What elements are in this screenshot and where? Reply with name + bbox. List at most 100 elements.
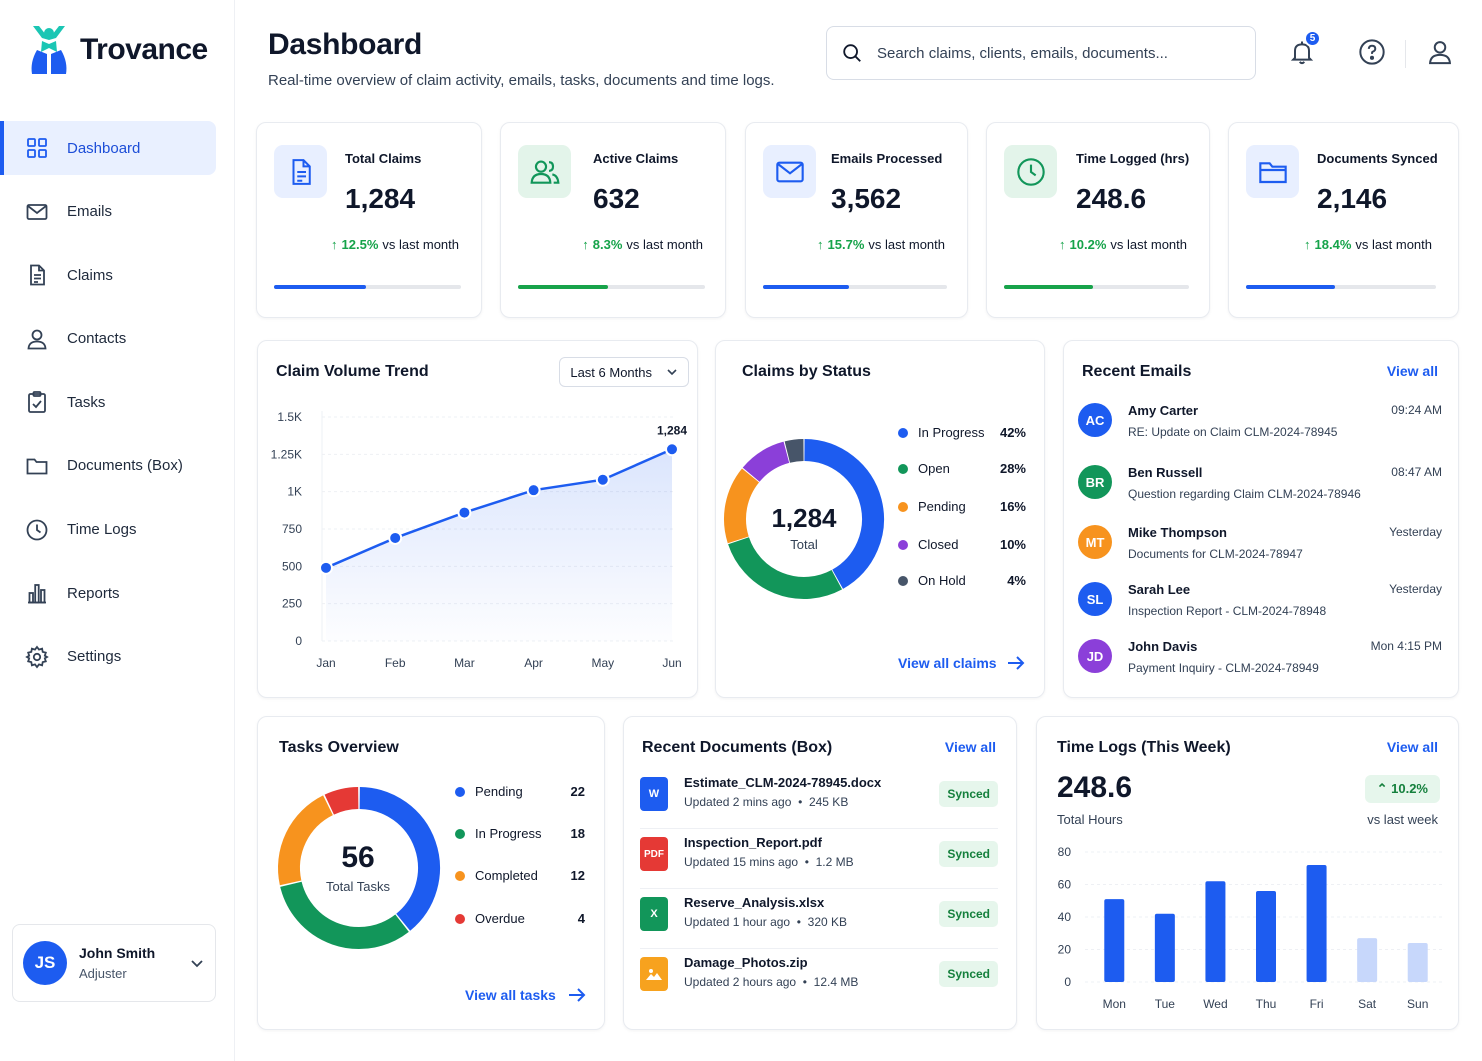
donut-slice[interactable] [278,795,334,886]
data-point[interactable] [319,560,333,575]
kpi-card-time-logged[interactable]: Time Logged (hrs) 248.6 ↑ 10.2% vs last mo… [986,122,1210,318]
bar[interactable] [1104,899,1125,982]
sidebar-item-settings[interactable]: Settings [0,630,235,684]
legend-label: Closed [918,537,959,552]
brand-logo[interactable]: Trovance [28,24,208,76]
x-tick-label: Feb [385,656,406,670]
legend-item: In Progress 42% [898,425,1026,440]
kpi-icon-box [274,145,327,198]
donut-slice[interactable] [280,881,409,949]
brand-name: Trovance [80,33,208,66]
sidebar-nav: Dashboard Emails Claims Contacts Tasks D… [0,121,235,693]
kpi-card-emails-processed[interactable]: Emails Processed 3,562 ↑ 15.7% vs last mon… [745,122,968,318]
bar[interactable] [1306,865,1327,982]
legend-swatch [898,575,908,586]
bell-icon [1290,41,1314,65]
email-list-item[interactable]: MT Mike Thompson Documents for CLM-2024-… [1078,523,1442,579]
header-divider [1405,40,1406,68]
chevron-up-icon: ⌃ [1376,781,1388,796]
x-tick-label: Wed [1203,997,1227,1011]
kpi-card-documents-synced[interactable]: Documents Synced 2,146 ↑ 18.4% vs last mon… [1228,122,1459,318]
range-dropdown[interactable]: Last 6 Months [559,357,689,387]
document-list-item[interactable]: PDF Inspection_Report.pdf Updated 15 min… [640,829,998,889]
claim-volume-trend-card: Claim Volume Trend Last 6 Months 0 250 500… [257,340,698,698]
kpi-card-total-claims[interactable]: Total Claims 1,284 ↑ 12.5% vs last month [256,122,482,318]
bar[interactable] [1357,938,1378,982]
sidebar-item-dashboard[interactable]: Dashboard [0,121,216,175]
email-list-item[interactable]: JD John Davis Payment Inquiry - CLM-2024… [1078,637,1442,693]
donut-slice[interactable] [784,439,804,463]
email-list-item[interactable]: AC Amy Carter RE: Update on Claim CLM-20… [1078,401,1442,457]
bar[interactable] [1205,881,1226,982]
kpi-card-active-claims[interactable]: Active Claims 632 ↑ 8.3% vs last month [500,122,726,318]
sidebar-item-claims[interactable]: Claims [0,248,235,302]
chevron-down-icon[interactable] [189,955,205,971]
trend-badge-caption: vs last week [1367,812,1438,827]
data-point[interactable] [665,442,679,457]
email-list-item[interactable]: BR Ben Russell Question regarding Claim … [1078,463,1442,519]
view-all-claims-link[interactable]: View all claims [898,655,1025,671]
help-button[interactable] [1356,36,1388,68]
user-profile-card[interactable]: JS John Smith Adjuster [12,924,216,1002]
kpi-value: 632 [593,183,640,214]
document-name: Estimate_CLM-2024-78945.docx [684,775,882,790]
document-list-item[interactable]: Damage_Photos.zip Updated 2 hours ago • … [640,949,998,1009]
legend-item: Overdue 4 [455,911,585,926]
sidebar-item-time-logs[interactable]: Time Logs [0,503,235,557]
sidebar-item-label: Tasks [67,393,106,411]
donut-slice[interactable] [742,441,790,483]
sidebar-item-emails[interactable]: Emails [0,185,235,239]
donut-slice[interactable] [724,468,760,544]
donut-slice[interactable] [804,439,884,589]
card-title: Claim Volume Trend [276,363,429,380]
document-list-item[interactable]: W Estimate_CLM-2024-78945.docx Updated 2… [640,769,998,829]
search-input[interactable] [877,44,1207,62]
document-name: Damage_Photos.zip [684,955,808,970]
tasks-overview-card: Tasks Overview 56 Total Tasks Pending 22 I… [257,716,605,1030]
data-point[interactable] [457,505,472,520]
donut-total-label: Total [790,537,818,552]
data-point[interactable] [526,483,541,498]
data-point[interactable] [595,472,610,487]
donut-slice[interactable] [359,787,440,931]
email-time: Yesterday [1389,525,1442,539]
sidebar-item-contacts[interactable]: Contacts [0,312,235,366]
bar[interactable] [1154,913,1175,982]
legend-item: On Hold 4% [898,573,1026,588]
claims-by-status-card: Claims by Status 1,284 Total In Progress… [715,340,1045,698]
logo-mark-icon [31,26,67,74]
image-file-icon [640,957,668,991]
bar[interactable] [1407,943,1428,982]
data-point[interactable] [388,530,403,545]
donut-slice[interactable] [324,787,359,815]
kpi-progress-bar [274,285,461,289]
kpi-label: Time Logged (hrs) [1076,151,1190,166]
grid-icon [27,138,47,158]
kpi-icon-box [518,145,571,198]
email-subject: Documents for CLM-2024-78947 [1128,547,1303,561]
document-list-item[interactable]: X Reserve_Analysis.xlsx Updated 1 hour a… [640,889,998,949]
legend-item: In Progress 18 [455,826,585,841]
sidebar-item-reports[interactable]: Reports [0,566,235,620]
view-all-emails-link[interactable]: View all [1386,363,1438,379]
notifications-button[interactable]: 5 [1286,30,1321,68]
view-all-time-logs-link[interactable]: View all [1386,739,1438,755]
document-icon [30,264,45,286]
view-all-tasks-link[interactable]: View all tasks [465,987,586,1003]
kpi-icon-box [1004,145,1057,198]
donut-slice[interactable] [728,536,843,599]
bar[interactable] [1256,891,1276,982]
legend-item: Pending 16% [898,499,1026,514]
kpi-delta: ↑ 18.4% vs last month [1304,237,1432,252]
trend-badge: ⌃ 10.2% [1364,775,1440,803]
pdf-file-icon: PDF [640,837,668,871]
view-all-documents-link[interactable]: View all [944,739,996,755]
avatar: JD [1078,639,1112,673]
email-list-item[interactable]: SL Sarah Lee Inspection Report - CLM-202… [1078,580,1442,636]
kpi-label: Emails Processed [831,151,943,166]
sidebar-item-tasks[interactable]: Tasks [0,375,235,429]
account-button[interactable] [1424,36,1456,68]
status-badge: Synced [939,901,998,927]
sidebar-item-documents[interactable]: Documents (Box) [0,439,235,493]
legend-value: 22 [570,784,585,799]
